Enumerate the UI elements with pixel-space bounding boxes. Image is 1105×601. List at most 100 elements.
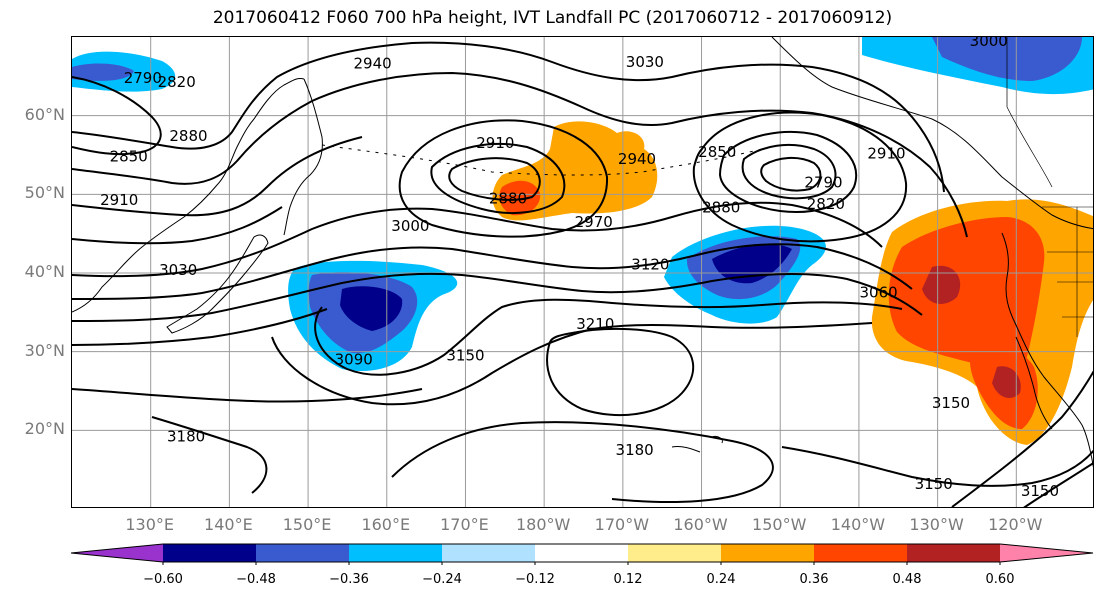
contour-label: 3000: [970, 37, 1008, 50]
height-contour: [72, 71, 968, 238]
height-contour: [398, 119, 609, 238]
positive-anomaly-region: [888, 217, 1045, 372]
longitude-label: 170°E: [440, 515, 489, 534]
height-contour: [72, 272, 923, 322]
alaska-coastline: [771, 37, 1093, 230]
contour-label: 3000: [391, 217, 429, 235]
baja-california-coastline: [1015, 336, 1053, 430]
colorbar-tick-label: 0.12: [613, 572, 643, 587]
latitude-label: 30°N: [24, 340, 65, 360]
map-panel[interactable]: 2940 3030 3000 2790 2820 2880 2850 2910 2910 2880…: [71, 36, 1094, 508]
height-contour: [741, 143, 837, 200]
longitude-label: 160°E: [361, 515, 411, 534]
colorbar-tick-label: 0.48: [892, 572, 922, 587]
contour-label: 2910: [100, 191, 138, 209]
colorbar-segment: [721, 544, 815, 562]
colorbar-segment: [442, 544, 536, 562]
height-contour: [72, 76, 162, 156]
contour-label: 2880: [169, 127, 207, 145]
contour-label: 2850: [110, 148, 148, 166]
contour-label: 3030: [159, 261, 197, 279]
contour-label: 3150: [1021, 482, 1059, 500]
colorbar-extend-low: [71, 544, 163, 562]
us-state-borders: [1042, 206, 1093, 337]
height-contour: [72, 308, 328, 346]
contour-label: 2910: [476, 134, 514, 152]
colorbar-segment: [628, 544, 722, 562]
height-contour: [760, 157, 822, 192]
contour-label: 2940: [354, 55, 392, 73]
contour-label: 2790: [804, 174, 842, 192]
height-contour: [951, 370, 1093, 507]
north-america-coastline: [1001, 232, 1093, 468]
longitude-label: 180°W: [515, 515, 571, 534]
map-canvas: 2940 3030 3000 2790 2820 2880 2850 2910 2910 2880…: [72, 37, 1093, 507]
height-contour: [1023, 462, 1093, 507]
contour-label: 3120: [631, 255, 669, 273]
longitude-label: 140°W: [830, 515, 886, 534]
latitude-label: 50°N: [24, 183, 65, 203]
longitude-label: 130°E: [125, 515, 175, 534]
canada-border: [1006, 37, 1053, 188]
contour-label: 3180: [616, 441, 654, 459]
colorbar-tick-label: −0.36: [329, 572, 369, 587]
height-contour: [692, 111, 908, 243]
contour-label: 2940: [618, 150, 656, 168]
colorbar-segment: [814, 544, 908, 562]
height-contour: [72, 388, 1093, 504]
contour-label: 3180: [167, 428, 205, 446]
colorbar: [70, 543, 1094, 565]
colorbar-tick-label: −0.24: [422, 572, 462, 587]
contour-label: 3210: [576, 315, 614, 333]
latitude-label: 40°N: [24, 262, 65, 281]
height-contour: [314, 298, 903, 376]
contour-label: 2970: [575, 213, 613, 231]
map-title: 2017060412 F060 700 hPa height, IVT Land…: [212, 8, 893, 28]
longitude-label: 130°W: [909, 515, 964, 534]
japan-coastline: [166, 234, 269, 334]
contour-label: 3060: [860, 284, 898, 302]
colorbar-tick-label: 0.36: [799, 572, 829, 587]
latitude-label: 20°N: [24, 419, 65, 439]
positive-anomaly-region: [499, 180, 541, 216]
contour-label: 3150: [446, 347, 484, 365]
colorbar-tick-label: −0.48: [236, 572, 276, 587]
colorbar-tick-label: 0.24: [706, 572, 736, 587]
longitude-label: 120°W: [988, 515, 1043, 534]
asia-coastline: [72, 78, 305, 313]
contour-label: 2820: [158, 73, 196, 91]
hawaii-islands: [671, 436, 723, 453]
contour-label: 2910: [867, 144, 905, 162]
colorbar-segment: [907, 544, 1001, 562]
coastlines: [72, 37, 1093, 468]
colorbar-segment: [535, 544, 629, 562]
contour-label: 3150: [915, 475, 953, 493]
height-contour: [72, 243, 913, 300]
latitude-label: 60°N: [24, 104, 65, 124]
contour-label: 2880: [702, 199, 740, 217]
ivt-shading: [72, 37, 1093, 445]
contour-labels: 2940 3030 3000 2790 2820 2880 2850 2910 2910 2880…: [100, 37, 1059, 500]
height-contour: [546, 327, 695, 417]
kamchatka-coastline: [283, 78, 323, 236]
height-contour: [72, 201, 883, 278]
longitude-label: 160°W: [673, 515, 728, 534]
height-contour: [72, 136, 363, 217]
height-contour: [72, 41, 945, 193]
longitude-label: 140°E: [204, 515, 253, 534]
longitude-label: 150°W: [752, 515, 807, 534]
colorbar-extend-high: [1000, 544, 1093, 562]
contour-label: 2880: [489, 189, 527, 207]
contour-label: 3150: [932, 394, 970, 412]
height-contour: [72, 206, 283, 245]
height-contour: [718, 130, 858, 213]
contour-label: 2820: [807, 195, 845, 213]
colorbar-tick-label: −0.12: [515, 572, 555, 587]
colorbar-segment: [256, 544, 350, 562]
positive-anomaly-region: [992, 366, 1021, 398]
height-contour: [430, 142, 566, 214]
aleutian-islands: [321, 144, 763, 176]
colorbar-tick-label: 0.60: [985, 572, 1015, 587]
longitude-label: 170°W: [594, 515, 650, 534]
height-contour: [448, 157, 541, 201]
